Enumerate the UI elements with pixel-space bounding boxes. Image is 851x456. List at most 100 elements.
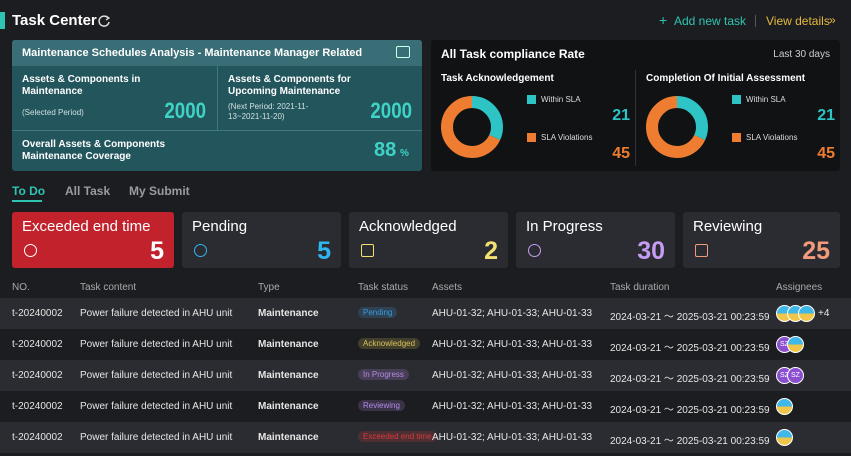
maintenance-panel: Maintenance Schedules Analysis - Mainten… [12,40,422,171]
view-details[interactable]: View details [766,14,830,28]
task-content: Power failure detected in AHU unit [80,339,233,350]
title-accent [0,12,5,29]
legend-swatch [732,133,741,142]
coverage-value: 88 [374,139,397,161]
legend-label: SLA Violations [541,133,593,142]
task-duration: 2024-03-21 ～ 2025-03-21 00:23:59 [610,343,770,354]
maintenance-title: Maintenance Schedules Analysis - Mainten… [22,47,363,59]
status-card-label: In Progress [526,218,603,235]
add-icon[interactable]: + [659,12,668,28]
status-card-icon [361,244,374,257]
legend-swatch [527,133,536,142]
task-no: t-20240002 [12,339,63,350]
task-assets: AHU-01-32; AHU-01-33; AHU-01-33 [432,401,593,412]
status-card[interactable]: Reviewing 25 [683,212,840,268]
metric-label: Assets & Components for Upcoming Mainten… [228,74,351,97]
task-no: t-20240002 [12,370,63,381]
task-content: Power failure detected in AHU unit [80,308,233,319]
coverage-label: Overall Assets & Components Maintenance … [22,139,166,162]
status-pill: Exceeded end time [358,431,437,442]
donut-within [646,96,708,158]
legend-label: Within SLA [746,95,786,104]
maintenance-icon [396,46,410,58]
assignees-more: +4 [818,308,830,319]
metric-label: Assets & Components in Maintenance [22,74,141,97]
metric-value: 2000 [164,98,206,123]
status-card[interactable]: Acknowledged 2 [349,212,508,268]
status-card-label: Exceeded end time [22,218,151,235]
tab[interactable]: My Submit [129,184,190,198]
table-row[interactable]: t-20240002 Power failure detected in AHU … [0,329,851,360]
task-duration: 2024-03-21 ～ 2025-03-21 00:23:59 [610,436,770,447]
status-pill: In Progress [358,369,409,380]
metric-note: (Next Period: 2021-11-13~2021-11-20) [228,102,309,121]
divider-h [12,130,422,131]
task-content: Power failure detected in AHU unit [80,370,233,381]
task-type: Maintenance [258,308,319,319]
task-type: Maintenance [258,432,319,443]
compliance-title: All Task compliance Rate [441,47,585,61]
status-pill: Reviewing [358,400,405,411]
task-type: Maintenance [258,370,319,381]
task-assets: AHU-01-32; AHU-01-33; AHU-01-33 [432,432,593,443]
metric-value: 2000 [370,98,412,123]
status-card-count: 30 [637,237,665,265]
table-row[interactable]: t-20240002 Power failure detected in AHU … [0,391,851,422]
chart-title: Task Acknowledgement [441,73,554,84]
status-card-label: Pending [192,218,248,235]
chart-title: Completion Of Initial Assessment [646,73,806,84]
tab[interactable]: To Do [12,184,46,198]
coverage-unit: % [400,148,409,159]
status-card-label: Acknowledged [359,218,457,235]
status-card[interactable]: In Progress 30 [516,212,675,268]
table-row[interactable]: t-20240002 Power failure detected in AHU … [0,298,851,329]
compliance-divider [635,70,636,166]
status-card-icon [194,244,207,257]
task-assets: AHU-01-32; AHU-01-33; AHU-01-33 [432,308,593,319]
table-row[interactable]: t-20240002 Power failure detected in AHU … [0,360,851,391]
legend-label: SLA Violations [746,133,798,142]
task-content: Power failure detected in AHU unit [80,401,233,412]
column-header: Task content [80,282,137,293]
avatar-photo [798,305,815,322]
compliance-panel: All Task compliance Rate Last 30 days Task… [431,40,840,171]
table-row[interactable]: t-20240002 Power failure detected in AHU … [0,422,851,453]
within-value: 21 [817,107,835,124]
column-header: Assets [432,282,463,293]
avatar-initials: SZ [787,367,804,384]
violations-value: 45 [817,145,835,162]
metric-note: (Selected Period) [22,108,84,117]
add-new-task[interactable]: Add new task [674,14,747,28]
page-title: Task Center [12,12,97,29]
donut [646,96,708,158]
column-header: NO. [12,282,30,293]
column-header: Type [258,282,280,293]
divider-v [217,66,218,130]
avatar-photo [776,429,793,446]
legend-label: Within SLA [541,95,581,104]
tab[interactable]: All Task [65,184,111,198]
status-card-icon [528,244,541,257]
legend-swatch [732,95,741,104]
view-icon[interactable]: » [829,13,836,27]
maintenance-header-bg [12,40,422,66]
within-value: 21 [612,107,630,124]
task-assets: AHU-01-32; AHU-01-33; AHU-01-33 [432,370,593,381]
status-pill: Acknowledged [358,338,421,349]
status-card-icon [695,244,708,257]
avatar-photo [787,336,804,353]
status-pill: Pending [358,307,398,318]
status-card[interactable]: Exceeded end time 5 [12,212,174,268]
column-header: Assignees [776,282,823,293]
violations-value: 45 [612,145,630,162]
legend-swatch [527,95,536,104]
task-content: Power failure detected in AHU unit [80,432,233,443]
task-type: Maintenance [258,339,319,350]
task-duration: 2024-03-21 ～ 2025-03-21 00:23:59 [610,312,770,323]
status-card[interactable]: Pending 5 [182,212,341,268]
task-duration: 2024-03-21 ～ 2025-03-21 00:23:59 [610,374,770,385]
refresh-icon[interactable] [97,14,111,28]
avatar-photo [776,398,793,415]
status-card-icon [24,244,37,257]
